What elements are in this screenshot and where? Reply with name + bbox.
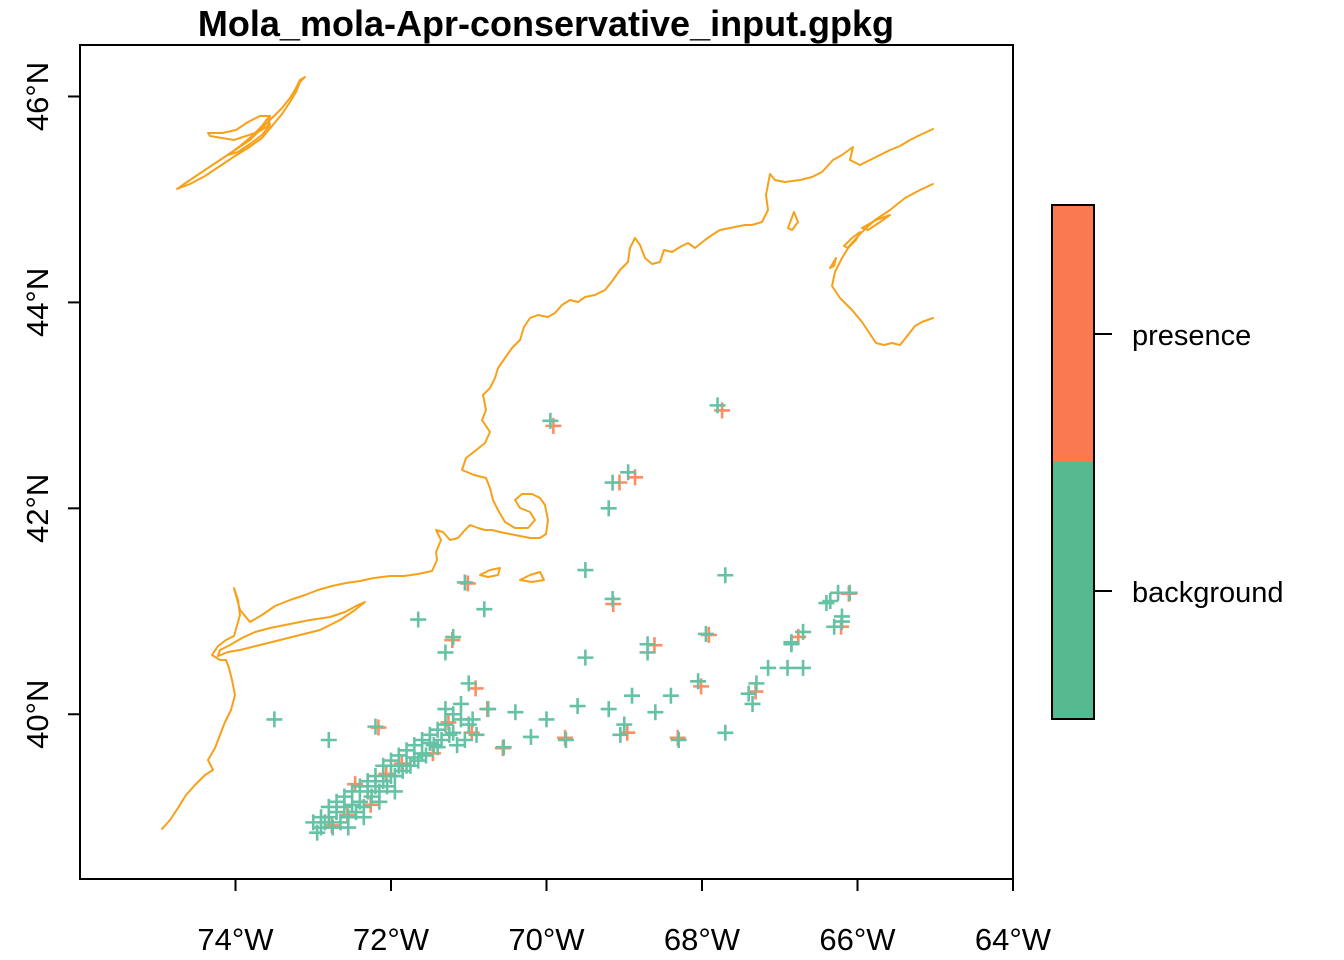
background-point (507, 704, 524, 721)
background-point (604, 474, 621, 491)
legend-background-swatch (1052, 462, 1094, 719)
background-point (709, 397, 726, 414)
background-point (624, 687, 641, 704)
background-point (266, 711, 283, 728)
background-point (340, 819, 357, 836)
y-tick-label: 44°N (20, 268, 55, 337)
background-point (313, 819, 330, 836)
background-point (616, 716, 633, 733)
background-point (437, 701, 454, 718)
x-tick-label: 72°W (353, 922, 430, 957)
background-point (456, 574, 473, 591)
background-point (717, 724, 734, 741)
background-point (410, 611, 427, 628)
background-point (604, 590, 621, 607)
background-point (406, 749, 423, 766)
legend-label-background: background (1132, 577, 1284, 609)
presence-point (619, 724, 636, 741)
background-point (717, 567, 734, 584)
background-point (460, 675, 477, 692)
y-tick-label: 42°N (20, 474, 55, 543)
background-point (452, 695, 469, 712)
background-point (600, 500, 617, 517)
background-point (437, 716, 454, 733)
background-point (647, 704, 664, 721)
background-point (367, 718, 384, 735)
legend: presence background (1051, 204, 1284, 720)
chart-title: Mola_mola-Apr-conservative_input.gpkg (198, 3, 894, 44)
background-point (468, 726, 485, 743)
background-point (542, 412, 559, 429)
background-point (841, 584, 858, 601)
background-point (390, 757, 407, 774)
background-point (480, 701, 497, 718)
background-point (740, 685, 757, 702)
x-tick-label: 68°W (664, 922, 741, 957)
background-point (744, 695, 761, 712)
background-point (670, 732, 687, 748)
background-point (557, 732, 574, 748)
background-point (748, 675, 765, 692)
background-point (639, 644, 656, 661)
background-point (464, 711, 481, 728)
background-point (600, 701, 617, 718)
background-point (456, 732, 473, 748)
background-point (437, 644, 454, 661)
occurrence-points (266, 397, 858, 841)
background-point (662, 687, 679, 704)
background-point (359, 783, 376, 800)
background-point (386, 783, 403, 800)
background-point (445, 629, 462, 646)
x-tick-label: 70°W (508, 922, 585, 957)
background-point (371, 793, 388, 810)
background-point (620, 464, 637, 481)
plot-area (79, 44, 1014, 880)
background-point (320, 732, 337, 748)
x-tick-label: 74°W (197, 922, 274, 957)
background-point (522, 728, 539, 745)
x-axis: 74°W 72°W 70°W 68°W 66°W 64°W (197, 878, 1052, 957)
background-point (760, 659, 777, 676)
background-point (417, 747, 434, 764)
background-point (779, 659, 796, 676)
background-point (476, 601, 493, 618)
background-point (538, 711, 555, 728)
y-tick-label: 46°N (20, 62, 55, 131)
background-point (690, 673, 707, 690)
y-tick-label: 40°N (20, 680, 55, 749)
background-point (355, 809, 372, 826)
background-point (344, 796, 361, 813)
background-point (822, 593, 839, 609)
x-tick-label: 66°W (819, 922, 896, 957)
x-tick-label: 64°W (975, 922, 1052, 957)
background-point (795, 659, 812, 676)
background-point (795, 623, 812, 640)
background-point (577, 649, 594, 666)
background-point (445, 724, 462, 741)
background-point (569, 698, 586, 715)
background-point (577, 562, 594, 579)
background-point (697, 625, 714, 642)
legend-label-presence: presence (1132, 320, 1251, 352)
background-point (826, 618, 843, 635)
background-point (833, 608, 850, 625)
coastline (161, 76, 934, 830)
background-point (421, 735, 438, 752)
background-point (783, 636, 800, 653)
background-point (612, 726, 629, 743)
background-point (375, 773, 392, 790)
background-point (351, 793, 368, 810)
background-point (441, 726, 458, 743)
background-point (818, 595, 835, 612)
legend-presence-swatch (1052, 205, 1094, 462)
y-axis: 40°N 42°N 44°N 46°N (20, 62, 81, 749)
background-point (328, 804, 345, 821)
background-point (495, 739, 512, 756)
plot-frame (79, 44, 1014, 880)
legend-frame (1051, 204, 1095, 720)
